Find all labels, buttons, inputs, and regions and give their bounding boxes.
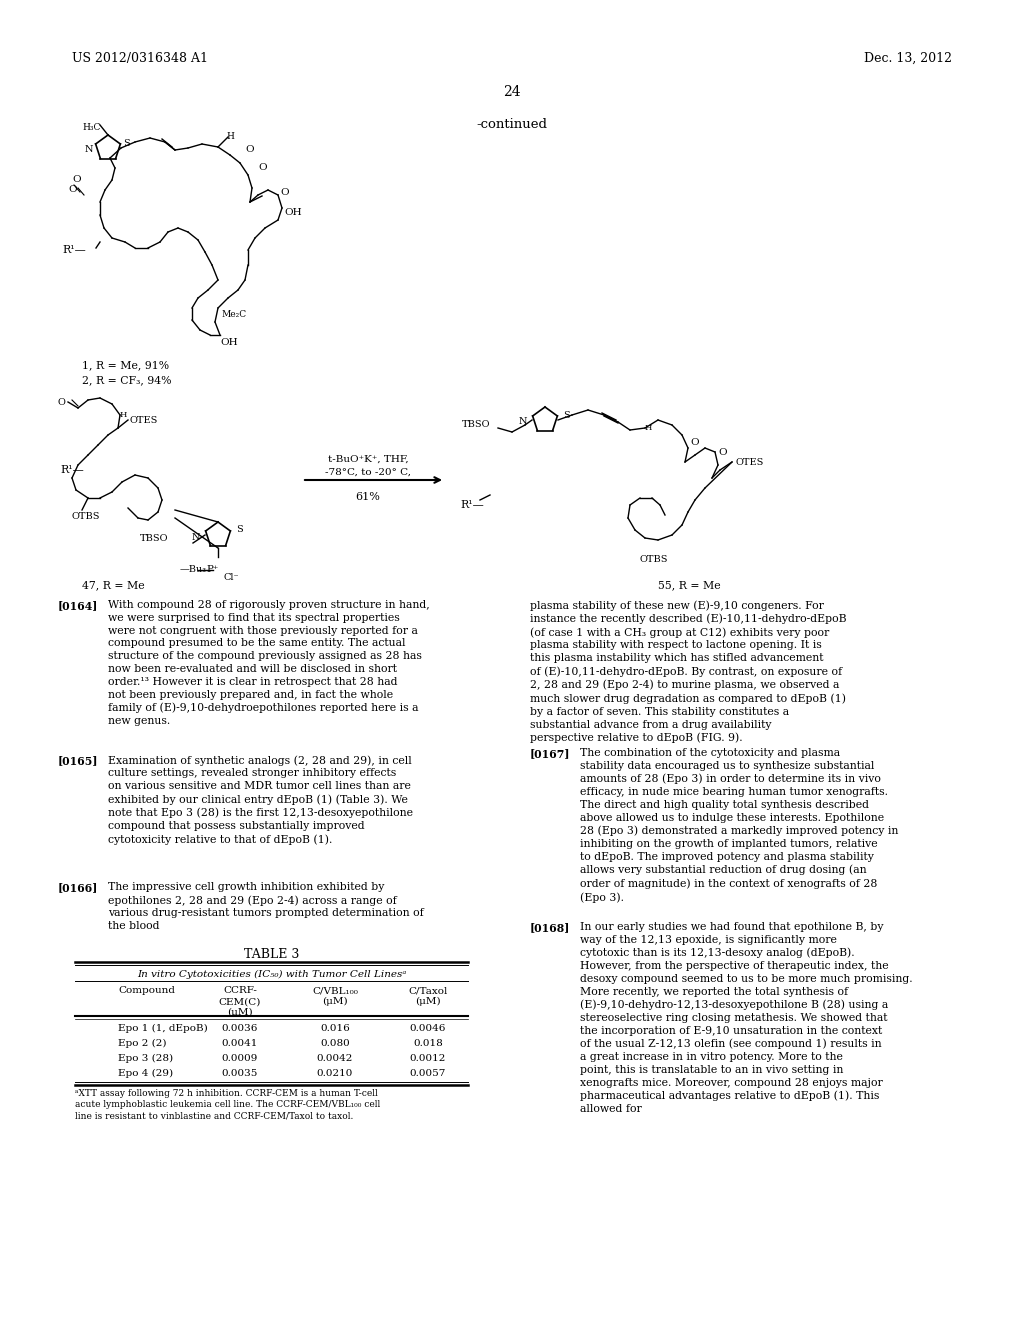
Text: OH: OH [220,338,238,347]
Text: -78°C, to -20° C,: -78°C, to -20° C, [325,469,411,477]
Text: Epo 4 (29): Epo 4 (29) [118,1069,173,1078]
Text: N: N [518,417,527,426]
Text: S: S [563,411,569,420]
Text: The combination of the cytotoxicity and plasma
stability data encouraged us to s: The combination of the cytotoxicity and … [580,748,898,903]
Text: In vitro Cytotoxicities (IC₅₀) with Tumor Cell Linesᵃ: In vitro Cytotoxicities (IC₅₀) with Tumo… [137,970,407,979]
Text: Cl⁻: Cl⁻ [223,573,239,582]
Text: [0165]: [0165] [58,755,98,766]
Text: S: S [236,525,243,535]
Text: [0166]: [0166] [58,882,98,894]
Text: With compound 28 of rigorously proven structure in hand,
we were surprised to fi: With compound 28 of rigorously proven st… [108,601,430,726]
Text: 0.0057: 0.0057 [410,1069,446,1078]
Text: t-BuO⁺K⁺, THF,: t-BuO⁺K⁺, THF, [328,455,409,465]
Text: 55, R = Me: 55, R = Me [658,579,721,590]
Text: 1, R = Me, 91%: 1, R = Me, 91% [82,360,169,370]
Text: Compound: Compound [118,986,175,995]
Text: In our early studies we had found that epothilone B, by
way of the 12,13 epoxide: In our early studies we had found that e… [580,921,912,1114]
Text: O: O [245,145,254,154]
Text: N: N [191,532,200,541]
Text: 0.0041: 0.0041 [222,1039,258,1048]
Text: 2, R = CF₃, 94%: 2, R = CF₃, 94% [82,375,171,385]
Text: TBSO: TBSO [139,535,168,543]
Text: 0.0046: 0.0046 [410,1024,446,1034]
Text: H: H [120,411,127,418]
Text: N: N [85,145,93,154]
Text: O: O [690,438,698,447]
Text: O: O [68,185,77,194]
Text: H: H [645,424,652,432]
Text: OTES: OTES [130,416,159,425]
Text: 47, R = Me: 47, R = Me [82,579,144,590]
Text: Dec. 13, 2012: Dec. 13, 2012 [864,51,952,65]
Text: OH: OH [284,209,302,216]
Text: [0167]: [0167] [530,748,570,759]
Text: R¹—: R¹— [60,465,84,475]
Text: Epo 3 (28): Epo 3 (28) [118,1053,173,1063]
Text: 0.0042: 0.0042 [316,1053,353,1063]
Text: Epo 1 (1, dEpoB): Epo 1 (1, dEpoB) [118,1024,208,1034]
Text: CCRF-
CEM(C)
(μM): CCRF- CEM(C) (μM) [219,986,261,1018]
Text: O: O [258,162,266,172]
Text: 0.016: 0.016 [321,1024,350,1034]
Text: [0164]: [0164] [58,601,98,611]
Text: Examination of synthetic analogs (2, 28 and 29), in cell
culture settings, revea: Examination of synthetic analogs (2, 28 … [108,755,413,845]
Text: 0.018: 0.018 [413,1039,442,1048]
Text: [0168]: [0168] [530,921,570,933]
Text: Epo 2 (2): Epo 2 (2) [118,1039,167,1048]
Text: H₃C: H₃C [83,123,101,132]
Text: 24: 24 [503,84,521,99]
Text: Me₂C: Me₂C [222,310,247,319]
Text: OTES: OTES [735,458,763,467]
Text: OTBS: OTBS [72,512,100,521]
Text: —Bu₃: —Bu₃ [180,565,207,574]
Text: The impressive cell growth inhibition exhibited by
epothilones 2, 28 and 29 (Epo: The impressive cell growth inhibition ex… [108,882,424,931]
Text: US 2012/0316348 A1: US 2012/0316348 A1 [72,51,208,65]
Text: O: O [718,447,727,457]
Text: 0.0012: 0.0012 [410,1053,446,1063]
Text: R¹—: R¹— [62,246,86,255]
Text: H: H [226,132,233,141]
Text: plasma stability of these new (E)-9,10 congeners. For
instance the recently desc: plasma stability of these new (E)-9,10 c… [530,601,847,743]
Text: 0.0009: 0.0009 [222,1053,258,1063]
Text: OTBS: OTBS [640,554,669,564]
Text: ᵃXTT assay following 72 h inhibition. CCRF-CEM is a human T-cell
acute lymphobla: ᵃXTT assay following 72 h inhibition. CC… [75,1089,380,1121]
Text: 61%: 61% [355,492,381,502]
Text: 0.0036: 0.0036 [222,1024,258,1034]
Text: TBSO: TBSO [462,420,490,429]
Text: C/VBL₁₀₀
(μM): C/VBL₁₀₀ (μM) [312,986,358,1006]
Text: -continued: -continued [476,117,548,131]
Text: P⁺: P⁺ [206,565,218,574]
Text: 0.0210: 0.0210 [316,1069,353,1078]
Text: R¹—: R¹— [460,500,483,510]
Text: O: O [280,187,289,197]
Text: C/Taxol
(μM): C/Taxol (μM) [409,986,447,1006]
Text: O: O [72,176,81,183]
Text: O: O [58,399,66,407]
Text: TABLE 3: TABLE 3 [245,948,300,961]
Text: S: S [123,139,129,148]
Text: 0.080: 0.080 [321,1039,350,1048]
Text: 0.0035: 0.0035 [222,1069,258,1078]
